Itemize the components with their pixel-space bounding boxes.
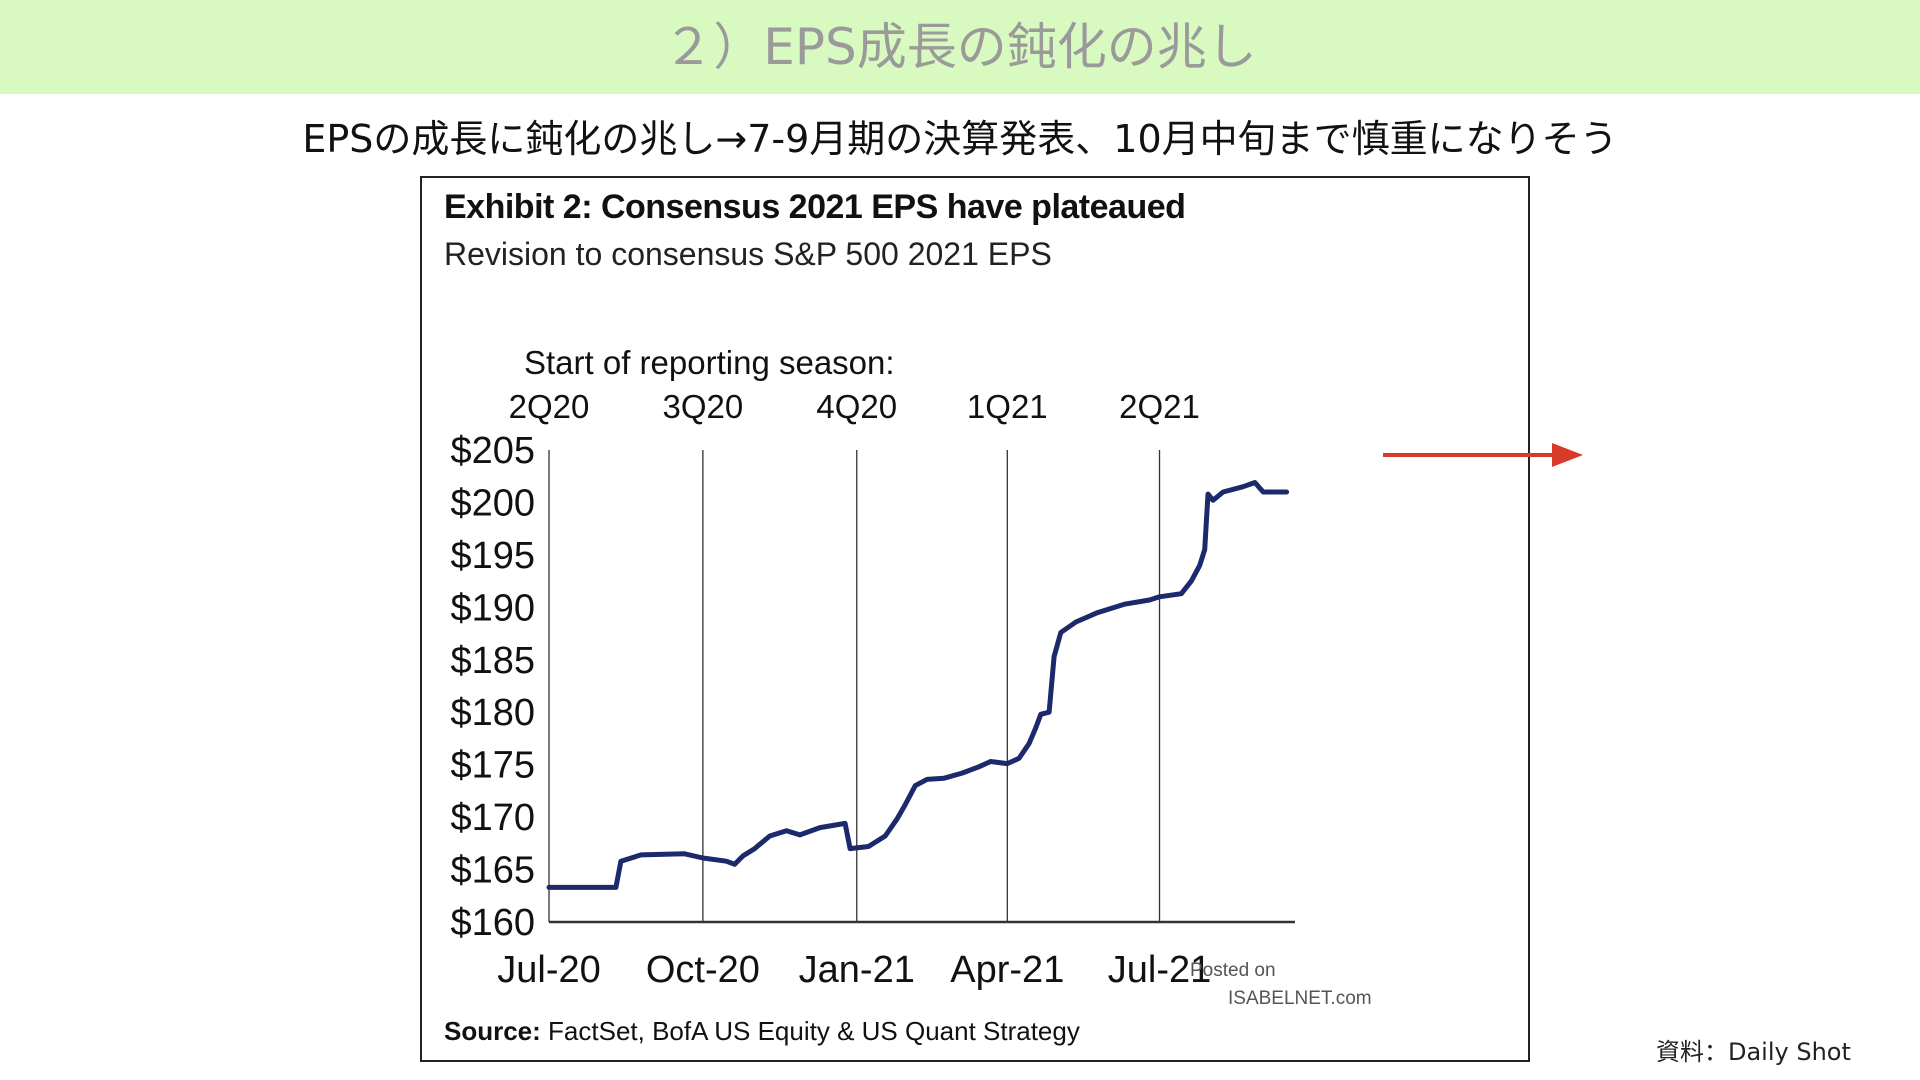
y-tick-label: $160 bbox=[450, 902, 535, 944]
y-tick-label: $190 bbox=[450, 587, 535, 629]
season-tick-label: 2Q20 bbox=[508, 388, 590, 425]
line-chart: $205 $200 $195 $190 $185 $180 $175 $170 $165 $160… bbox=[450, 430, 1295, 991]
season-tick-label: 2Q21 bbox=[1119, 388, 1200, 425]
data-credit: 資料：Daily Shot bbox=[1656, 1038, 1851, 1066]
y-tick-label: $195 bbox=[450, 535, 535, 577]
slide-subtitle: EPSの成長に鈍化の兆し→7-9月期の決算発表、10月中旬まで慎重になりそう bbox=[302, 117, 1618, 161]
y-tick-label: $205 bbox=[450, 430, 535, 472]
chart-frame: Exhibit 2: Consensus 2021 EPS have plate… bbox=[420, 176, 1530, 1062]
title-banner bbox=[0, 0, 1920, 94]
y-tick-label: $165 bbox=[450, 850, 535, 892]
eps-series-line bbox=[546, 480, 1290, 890]
season-tick-label: 3Q20 bbox=[662, 388, 744, 425]
x-tick-label: Jan-21 bbox=[799, 949, 915, 991]
y-tick-label: $170 bbox=[450, 797, 535, 839]
season-label: Start of reporting season: bbox=[524, 344, 895, 381]
x-tick-label: Jul-20 bbox=[497, 949, 601, 991]
season-tick-label: 1Q21 bbox=[966, 388, 1048, 425]
watermark-posted: Posted on bbox=[1190, 960, 1276, 981]
x-tick-label: Apr-21 bbox=[950, 949, 1064, 991]
season-tick-label: 4Q20 bbox=[816, 388, 898, 425]
y-tick-label: $185 bbox=[450, 640, 535, 682]
y-tick-label: $175 bbox=[450, 745, 535, 787]
source-label: Source: bbox=[444, 1016, 541, 1046]
chart-source: Source: FactSet, BofA US Equity & US Qua… bbox=[444, 1016, 1080, 1047]
x-tick-label: Oct-20 bbox=[646, 949, 760, 991]
chart-title: Exhibit 2: Consensus 2021 EPS have plate… bbox=[444, 188, 1186, 226]
source-text: FactSet, BofA US Equity & US Quant Strat… bbox=[548, 1016, 1080, 1046]
slide-title: ２）EPS成長の鈍化の兆し bbox=[663, 18, 1257, 76]
watermark-site: ISABELNET.com bbox=[1228, 988, 1372, 1009]
chart-subtitle: Revision to consensus S&P 500 2021 EPS bbox=[444, 236, 1052, 272]
red-arrow-icon bbox=[1383, 443, 1583, 467]
y-tick-label: $180 bbox=[450, 692, 535, 734]
x-tick-label: Jul-21 bbox=[1108, 949, 1212, 991]
y-tick-label: $200 bbox=[450, 482, 535, 524]
